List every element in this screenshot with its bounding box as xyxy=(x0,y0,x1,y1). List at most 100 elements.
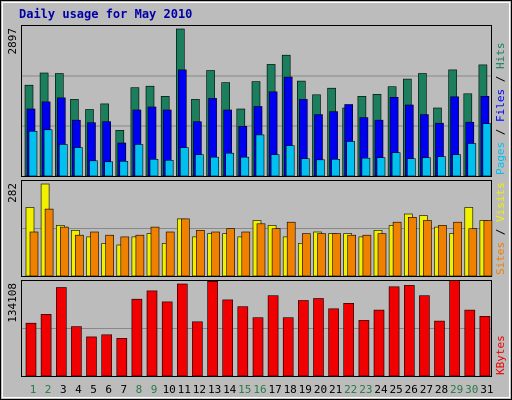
legend-entry: Visits xyxy=(494,182,507,222)
bar-kbytes xyxy=(55,287,67,377)
bar-kbytes xyxy=(237,306,249,377)
bar-pages xyxy=(285,145,295,177)
ymax-label-bottom: 134108 xyxy=(6,283,19,323)
bar-sites xyxy=(135,234,145,277)
bar-sites xyxy=(332,233,341,277)
bar-sites xyxy=(59,226,69,277)
bar-sites xyxy=(181,218,190,277)
bar-sites xyxy=(438,225,447,277)
bar-kbytes xyxy=(131,298,143,377)
legend-entry: Files xyxy=(494,89,507,122)
bar-sites xyxy=(317,233,326,277)
day-label: 15 xyxy=(238,383,251,396)
bar-pages xyxy=(119,161,129,177)
day-label: 21 xyxy=(329,383,342,396)
bar-kbytes xyxy=(207,280,218,377)
bar-kbytes xyxy=(343,302,355,377)
bar-sites xyxy=(196,230,205,277)
day-label: 22 xyxy=(344,383,357,396)
day-label: 8 xyxy=(136,383,143,396)
day-label: 11 xyxy=(178,383,191,396)
ymax-label-top: 2897 xyxy=(6,28,19,55)
bar-pages xyxy=(225,152,234,177)
bar-pages xyxy=(255,134,265,177)
bar-pages xyxy=(240,156,250,177)
bar-kbytes xyxy=(177,283,188,377)
panel-sites-visits xyxy=(21,180,493,277)
bar-pages xyxy=(300,158,310,177)
day-label: 27 xyxy=(420,383,433,396)
bar-pages xyxy=(134,144,144,177)
bar-pages xyxy=(482,123,492,177)
bar-kbytes xyxy=(25,322,37,377)
bar-kbytes xyxy=(116,337,128,377)
bar-pages xyxy=(452,154,461,177)
bar-kbytes xyxy=(101,334,112,377)
bar-sites xyxy=(483,220,493,277)
day-label: 31 xyxy=(480,383,493,396)
bar-sites xyxy=(468,228,478,277)
bar-sites xyxy=(407,217,417,277)
bar-sites xyxy=(423,220,432,277)
bar-sites xyxy=(211,231,220,277)
legend-entry: Sites xyxy=(494,242,507,275)
bar-sites xyxy=(241,231,251,277)
day-label: 25 xyxy=(389,383,402,396)
bar-kbytes xyxy=(282,317,294,377)
legend-entry: / xyxy=(494,122,507,142)
bar-pages xyxy=(316,159,325,177)
day-label: 16 xyxy=(253,383,266,396)
bar-sites xyxy=(120,236,130,277)
day-label: 9 xyxy=(151,383,158,396)
bar-sites xyxy=(44,208,54,277)
bar-sites xyxy=(75,234,84,277)
bar-pages xyxy=(210,156,219,177)
bar-sites xyxy=(362,234,372,277)
legend-entry: KBytes xyxy=(494,335,507,375)
bar-sites xyxy=(392,221,402,277)
bar-kbytes xyxy=(297,300,309,377)
bar-pages xyxy=(43,129,53,177)
bar-kbytes xyxy=(252,317,264,377)
day-label: 20 xyxy=(314,383,327,396)
bar-kbytes xyxy=(222,299,233,377)
bar-kbytes xyxy=(434,320,445,377)
bar-kbytes xyxy=(479,315,491,377)
day-label: 17 xyxy=(268,383,281,396)
day-label: 5 xyxy=(90,383,97,396)
day-label: 18 xyxy=(284,383,297,396)
bar-pages xyxy=(376,157,386,177)
bar-pages xyxy=(180,147,189,177)
bar-kbytes xyxy=(388,286,400,377)
bar-pages xyxy=(331,159,340,177)
bar-pages xyxy=(437,156,446,177)
day-label: 23 xyxy=(359,383,372,396)
bar-sites xyxy=(347,234,357,277)
bar-sites xyxy=(256,223,266,277)
bar-kbytes xyxy=(358,320,370,377)
bar-sites xyxy=(29,231,39,277)
day-axis: 1 2 3 4 5 6 7 8 9 10 11 12 13 14 15 16 17 18 19 20 21 22 23 24 2… xyxy=(30,383,494,396)
bar-sites xyxy=(90,231,99,277)
bar-kbytes xyxy=(40,313,52,377)
day-label: 14 xyxy=(223,383,237,396)
bar-pages xyxy=(467,143,477,177)
bar-sites xyxy=(453,221,462,277)
bar-pages xyxy=(89,160,98,177)
bar-pages xyxy=(195,154,204,177)
bar-sites xyxy=(377,233,387,277)
bar-sites xyxy=(150,226,160,277)
bar-pages xyxy=(391,152,401,177)
day-label: 30 xyxy=(465,383,478,396)
bar-pages xyxy=(406,158,416,177)
bar-kbytes xyxy=(86,336,97,377)
day-label: 4 xyxy=(75,383,82,396)
day-label: 19 xyxy=(299,383,312,396)
bar-sites xyxy=(271,228,281,277)
bar-kbytes xyxy=(192,321,203,377)
legend-sites-visits: Sites / Visits xyxy=(494,182,507,275)
bar-pages xyxy=(74,147,83,177)
legend-pages-files-hits: Pages / Files / Hits xyxy=(494,43,507,176)
